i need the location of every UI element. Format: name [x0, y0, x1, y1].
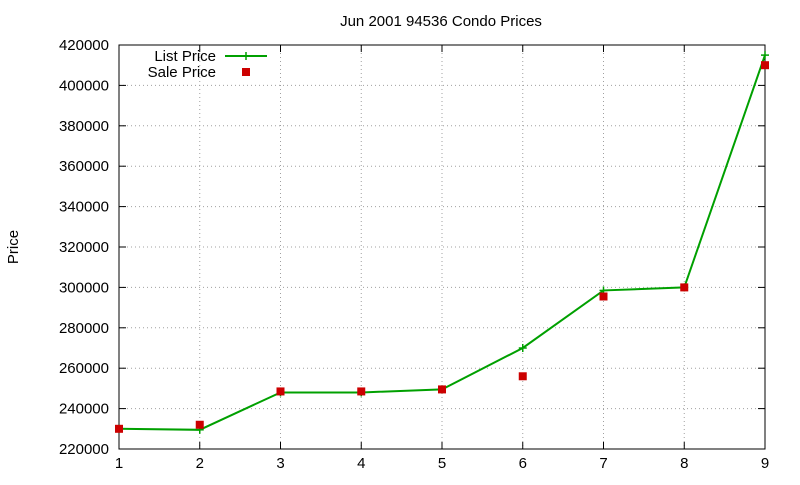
y-tick-label: 220000 — [59, 441, 109, 458]
x-tick-label: 1 — [115, 455, 123, 472]
y-tick-label: 240000 — [59, 401, 109, 418]
sale-price-marker — [680, 283, 689, 292]
x-tick-label: 4 — [357, 455, 365, 472]
sale-price-marker — [115, 424, 123, 433]
plot-border — [118, 44, 766, 450]
axes — [118, 44, 766, 450]
y-tick-label: 260000 — [59, 360, 109, 377]
legend-label-list-price: List Price — [154, 48, 216, 65]
tick-labels: 2200002400002600002800003000003200003400… — [59, 37, 769, 472]
y-tick-label: 300000 — [59, 279, 109, 296]
y-tick-label: 400000 — [59, 77, 109, 94]
y-tick-label: 420000 — [59, 37, 109, 54]
x-tick-label: 9 — [761, 455, 769, 472]
x-tick-label: 2 — [196, 455, 204, 472]
chart-title: Jun 2001 94536 Condo Prices — [340, 13, 542, 30]
y-tick-label: 380000 — [59, 118, 109, 135]
y-tick-label: 360000 — [59, 158, 109, 175]
sale-price-marker — [438, 385, 446, 394]
sale-price-marker — [761, 61, 769, 70]
y-tick-label: 340000 — [59, 199, 109, 216]
x-tick-label: 7 — [599, 455, 607, 472]
data-series — [115, 51, 769, 434]
y-axis-label: Price — [5, 230, 22, 264]
sale-price-marker — [599, 292, 608, 301]
sale-price-marker — [276, 387, 285, 396]
grid-lines — [119, 45, 765, 449]
x-tick-label: 5 — [438, 455, 446, 472]
x-tick-label: 6 — [519, 455, 527, 472]
sale-price-marker — [195, 420, 204, 429]
y-tick-label: 280000 — [59, 320, 109, 337]
y-tick-label: 320000 — [59, 239, 109, 256]
x-tick-label: 3 — [276, 455, 284, 472]
x-tick-label: 8 — [680, 455, 688, 472]
legend-label-sale-price: Sale Price — [148, 64, 216, 81]
sale-price-marker — [357, 387, 366, 396]
sale-price-marker — [518, 372, 527, 381]
sale-price-marker — [242, 68, 250, 76]
